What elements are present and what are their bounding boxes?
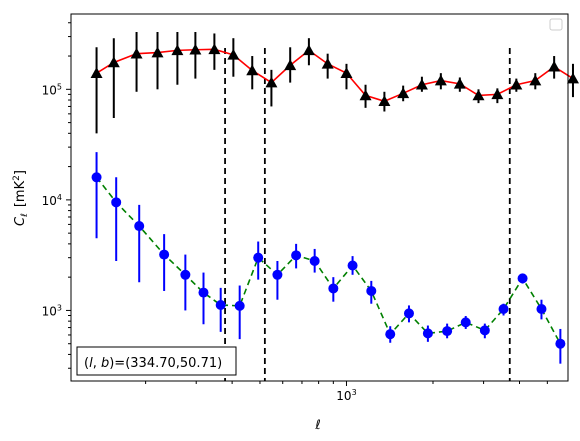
circle-marker xyxy=(180,269,191,280)
error-bars xyxy=(95,31,574,364)
triangle-marker xyxy=(227,48,240,60)
triangle-marker xyxy=(491,88,504,100)
plot-frame xyxy=(70,13,569,382)
circle-marker xyxy=(134,221,145,232)
triangle-marker xyxy=(321,57,334,69)
triangle-marker xyxy=(566,72,579,84)
triangle-marker xyxy=(378,95,391,107)
circle-marker xyxy=(385,329,396,340)
circle-marker xyxy=(517,273,528,284)
triangle-marker xyxy=(246,64,259,76)
circle-marker xyxy=(215,299,226,310)
legend-box xyxy=(549,18,563,31)
triangle-marker xyxy=(472,89,485,101)
triangle-marker xyxy=(265,76,278,88)
circle-marker xyxy=(309,255,320,266)
circle-marker xyxy=(366,285,377,296)
triangle-marker xyxy=(90,67,103,78)
triangle-marker xyxy=(510,78,523,90)
series-line-0 xyxy=(96,48,574,103)
annotation-text: (l, b)=(334.70,50.71) xyxy=(84,356,222,371)
circle-marker xyxy=(347,260,358,271)
circle-marker xyxy=(536,304,547,315)
axis-ticks: 103 103 104 105 xyxy=(42,22,548,403)
y-tick-label: 105 xyxy=(42,82,62,97)
circle-marker xyxy=(555,338,566,349)
circle-marker xyxy=(91,172,102,183)
triangle-marker xyxy=(340,67,353,78)
vertical-reference-lines xyxy=(224,48,511,381)
triangle-marker xyxy=(397,87,410,99)
triangle-marker xyxy=(434,74,447,86)
circle-marker xyxy=(442,326,453,337)
circle-marker xyxy=(460,317,471,328)
circle-marker xyxy=(422,328,433,339)
circle-marker xyxy=(272,269,283,280)
triangle-marker xyxy=(151,46,164,58)
triangle-marker xyxy=(130,47,143,59)
y-tick-label: 103 xyxy=(42,303,62,318)
triangle-marker xyxy=(171,44,184,56)
triangle-marker xyxy=(548,60,561,72)
triangle-marker xyxy=(284,59,297,71)
triangle-marker xyxy=(415,78,428,90)
circle-marker xyxy=(111,197,122,208)
triangle-marker xyxy=(529,74,542,86)
triangle-marker xyxy=(107,56,120,68)
circle-marker xyxy=(159,249,170,260)
circle-marker xyxy=(479,325,490,336)
circle-marker xyxy=(198,287,209,298)
circle-marker xyxy=(328,283,339,294)
y-axis-label: Cℓ[mK2] xyxy=(12,170,30,226)
circle-marker xyxy=(234,300,245,311)
data-markers xyxy=(90,43,579,349)
circle-marker xyxy=(253,252,264,263)
triangle-marker xyxy=(302,44,315,56)
annotation-box: (l, b)=(334.70,50.71) xyxy=(76,346,237,376)
circle-marker xyxy=(498,304,509,315)
circle-marker xyxy=(291,250,302,261)
triangle-marker xyxy=(359,89,372,101)
series-line-1 xyxy=(95,176,562,345)
circle-marker xyxy=(403,308,414,319)
triangle-marker xyxy=(208,43,221,55)
triangle-marker xyxy=(189,43,202,55)
triangle-marker xyxy=(453,77,466,89)
y-tick-label: 104 xyxy=(42,193,62,208)
x-axis-label: ℓ xyxy=(314,418,320,433)
series-lines xyxy=(95,48,574,345)
x-tick-label: 103 xyxy=(336,388,356,403)
